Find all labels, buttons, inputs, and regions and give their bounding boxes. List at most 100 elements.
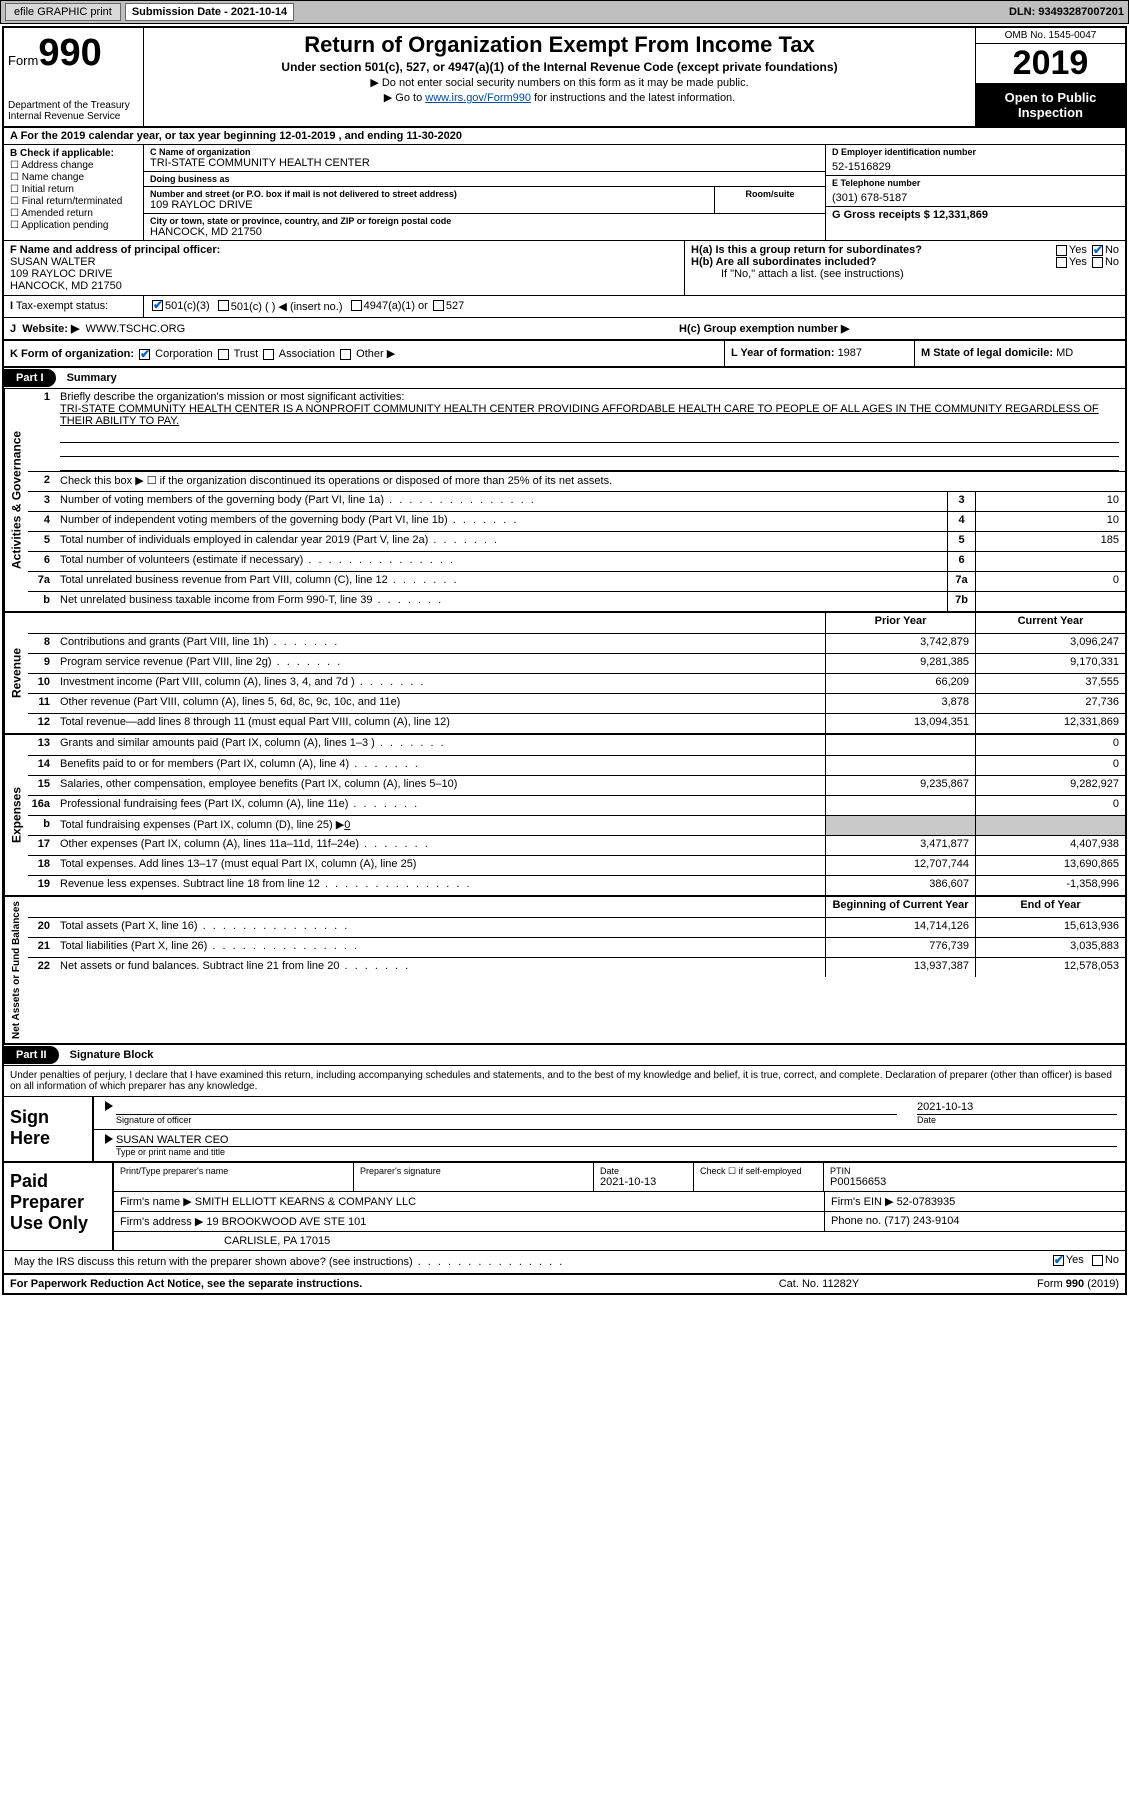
officer-addr2: HANCOCK, MD 21750 bbox=[10, 280, 122, 292]
row-i-tax-status: I Tax-exempt status: 501(c)(3) 501(c) ( … bbox=[4, 296, 1125, 318]
line-7a: Total unrelated business revenue from Pa… bbox=[56, 572, 947, 591]
cb-name-change[interactable]: ☐ Name change bbox=[10, 172, 137, 183]
submission-date: Submission Date - 2021-10-14 bbox=[125, 3, 294, 21]
city-value: HANCOCK, MD 21750 bbox=[150, 226, 819, 238]
val-5: 185 bbox=[975, 532, 1125, 551]
hb-no-checkbox[interactable] bbox=[1092, 257, 1103, 268]
firm-addr-label: Firm's address ▶ bbox=[120, 1216, 203, 1228]
year-formation-label: L Year of formation: bbox=[731, 347, 838, 359]
state-domicile-label: M State of legal domicile: bbox=[921, 347, 1056, 359]
line-11: Other revenue (Part VIII, column (A), li… bbox=[56, 694, 825, 713]
cb-amended[interactable]: ☐ Amended return bbox=[10, 208, 137, 219]
footer: For Paperwork Reduction Act Notice, see … bbox=[4, 1273, 1125, 1293]
ptin-value: P00156653 bbox=[830, 1176, 886, 1188]
org-name: TRI-STATE COMMUNITY HEALTH CENTER bbox=[150, 157, 819, 169]
instr-2: ▶ Go to www.irs.gov/Form990 for instruct… bbox=[152, 91, 967, 104]
line-10: Investment income (Part VIII, column (A)… bbox=[56, 674, 825, 693]
cb-final-return[interactable]: ☐ Final return/terminated bbox=[10, 196, 137, 207]
opt-501c3: 501(c)(3) bbox=[165, 300, 210, 313]
declaration-text: Under penalties of perjury, I declare th… bbox=[4, 1066, 1125, 1096]
arrow-icon bbox=[105, 1101, 113, 1111]
hb-subordinates: H(b) Are all subordinates included? Yes … bbox=[691, 256, 1119, 268]
form-page: Form990 Department of the Treasury Inter… bbox=[2, 26, 1127, 1295]
irs-label: Internal Revenue Service bbox=[8, 111, 139, 122]
website-label: Website: ▶ bbox=[22, 323, 79, 335]
line-2: Check this box ▶ ☐ if the organization d… bbox=[56, 472, 1125, 491]
val-7b bbox=[975, 592, 1125, 611]
part-1-header: Part I Summary bbox=[4, 368, 1125, 389]
mission-text: TRI-STATE COMMUNITY HEALTH CENTER IS A N… bbox=[60, 403, 1099, 427]
cb-app-pending[interactable]: ☐ Application pending bbox=[10, 220, 137, 231]
c16b bbox=[975, 816, 1125, 835]
firm-name: SMITH ELLIOTT KEARNS & COMPANY LLC bbox=[195, 1196, 416, 1208]
line-13: Grants and similar amounts paid (Part IX… bbox=[56, 735, 825, 755]
cb-501c[interactable] bbox=[218, 300, 229, 311]
val-3: 10 bbox=[975, 492, 1125, 511]
p9: 9,281,385 bbox=[825, 654, 975, 673]
prep-date: 2021-10-13 bbox=[600, 1176, 656, 1188]
cb-trust[interactable] bbox=[218, 349, 229, 360]
street-value: 109 RAYLOC DRIVE bbox=[150, 199, 708, 211]
open-public-badge: Open to Public Inspection bbox=[976, 84, 1125, 126]
opt-501c: 501(c) ( ) ◀ (insert no.) bbox=[231, 300, 343, 313]
ha-group-return: H(a) Is this a group return for subordin… bbox=[691, 244, 1119, 256]
cb-address-change[interactable]: ☐ Address change bbox=[10, 160, 137, 171]
instr2-post: for instructions and the latest informat… bbox=[531, 92, 735, 104]
part1-title: Summary bbox=[59, 370, 125, 386]
line-3: Number of voting members of the governin… bbox=[56, 492, 947, 511]
omb-number: OMB No. 1545-0047 bbox=[976, 28, 1125, 44]
instr2-pre: ▶ Go to bbox=[384, 92, 425, 104]
cb-initial-return[interactable]: ☐ Initial return bbox=[10, 184, 137, 195]
c16a: 0 bbox=[975, 796, 1125, 815]
form-ref: Form 990 (2019) bbox=[919, 1278, 1119, 1290]
p14 bbox=[825, 756, 975, 775]
officer-name: SUSAN WALTER bbox=[10, 256, 96, 268]
efile-print-button[interactable]: efile GRAPHIC print bbox=[5, 3, 121, 21]
cb-501c3[interactable] bbox=[152, 300, 163, 311]
room-label: Room/suite bbox=[721, 189, 819, 199]
p10: 66,209 bbox=[825, 674, 975, 693]
tax-year: 2019 bbox=[976, 44, 1125, 84]
ein-value: 52-1516829 bbox=[832, 161, 1119, 173]
hb-yes-checkbox[interactable] bbox=[1056, 257, 1067, 268]
irs-link[interactable]: www.irs.gov/Form990 bbox=[425, 92, 531, 104]
c22: 12,578,053 bbox=[975, 958, 1125, 977]
hc-group-exemption: H(c) Group exemption number ▶ bbox=[679, 323, 849, 335]
c21: 3,035,883 bbox=[975, 938, 1125, 957]
vtab-governance: Activities & Governance bbox=[4, 389, 28, 611]
cb-corporation[interactable] bbox=[139, 349, 150, 360]
discuss-yes[interactable] bbox=[1053, 1255, 1064, 1266]
line-12: Total revenue—add lines 8 through 11 (mu… bbox=[56, 714, 825, 733]
p8: 3,742,879 bbox=[825, 634, 975, 653]
prep-sig-label: Preparer's signature bbox=[360, 1166, 587, 1176]
hdr-beginning: Beginning of Current Year bbox=[825, 897, 975, 917]
section-b: B Check if applicable: ☐ Address change … bbox=[4, 145, 1125, 241]
c8: 3,096,247 bbox=[975, 634, 1125, 653]
p19: 386,607 bbox=[825, 876, 975, 895]
discuss-no[interactable] bbox=[1092, 1255, 1103, 1266]
firm-phone-label: Phone no. bbox=[831, 1215, 881, 1227]
dept-label: Department of the Treasury bbox=[8, 100, 139, 111]
line-17: Other expenses (Part IX, column (A), lin… bbox=[56, 836, 825, 855]
prep-name-label: Print/Type preparer's name bbox=[120, 1166, 347, 1176]
cb-4947[interactable] bbox=[351, 300, 362, 311]
ein-label: D Employer identification number bbox=[832, 147, 1119, 157]
hb-note: If "No," attach a list. (see instruction… bbox=[691, 268, 1119, 280]
c10: 37,555 bbox=[975, 674, 1125, 693]
opt-527: 527 bbox=[446, 300, 464, 313]
form-title: Return of Organization Exempt From Incom… bbox=[152, 32, 967, 58]
ha-no-checkbox[interactable] bbox=[1092, 245, 1103, 256]
c11: 27,736 bbox=[975, 694, 1125, 713]
state-domicile: MD bbox=[1056, 347, 1073, 359]
form-prefix: Form bbox=[8, 53, 38, 68]
cb-association[interactable] bbox=[263, 349, 274, 360]
form-number: Form990 bbox=[8, 32, 139, 75]
ha-yes-checkbox[interactable] bbox=[1056, 245, 1067, 256]
org-name-label: C Name of organization bbox=[150, 147, 819, 157]
officer-label: F Name and address of principal officer: bbox=[10, 244, 220, 256]
self-employed: Check ☐ if self-employed bbox=[700, 1166, 817, 1177]
cb-527[interactable] bbox=[433, 300, 444, 311]
p18: 12,707,744 bbox=[825, 856, 975, 875]
cb-other[interactable] bbox=[340, 349, 351, 360]
line-6: Total number of volunteers (estimate if … bbox=[56, 552, 947, 571]
